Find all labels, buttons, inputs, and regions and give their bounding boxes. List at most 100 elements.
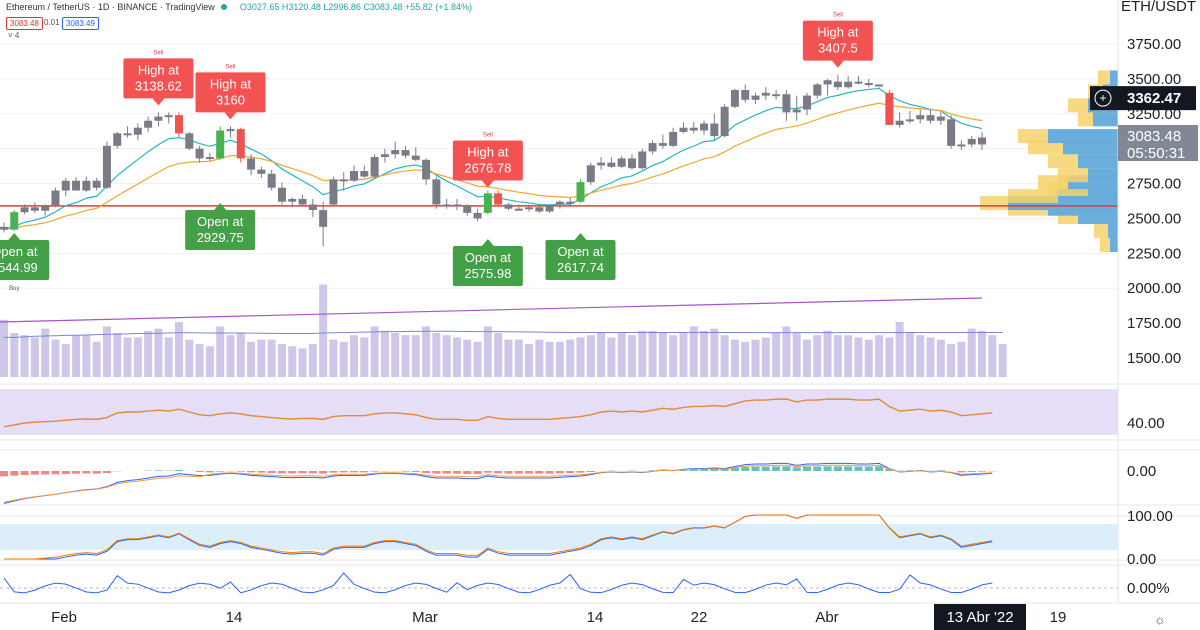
candle-body [566, 201, 575, 204]
volume-bar [597, 333, 606, 377]
candle-body [123, 133, 132, 136]
candle-body [360, 170, 369, 177]
volume-bar [154, 328, 163, 377]
candle-body [617, 158, 626, 167]
interval-label[interactable]: 1D [97, 2, 110, 12]
buy-tag: Buy [9, 286, 19, 292]
volume-bar [72, 335, 81, 377]
macd-histogram-bar [82, 471, 91, 474]
pair-label: ETH/USDT [1121, 0, 1196, 15]
macd-histogram-bar [288, 471, 297, 474]
candle-body [730, 90, 739, 107]
volume-bar [339, 341, 348, 377]
macd-histogram-bar [175, 470, 184, 471]
volume-bar [483, 326, 492, 377]
plus-icon: + [1099, 91, 1106, 105]
sell-signal-box [802, 20, 873, 61]
candle-body [607, 162, 616, 167]
sell-signal-pointer [152, 98, 165, 106]
macd-histogram-bar [20, 471, 29, 475]
volume-bar [514, 339, 523, 377]
volume-bar [823, 330, 832, 377]
macd-histogram-bar [442, 471, 451, 474]
macd-line [3, 462, 993, 504]
candle-body [679, 127, 688, 132]
volume-bar [20, 335, 29, 377]
volume-profile-bar-blue [1093, 112, 1118, 127]
volume-bar [967, 328, 976, 377]
candle-body [545, 205, 554, 212]
volume-bar [926, 337, 935, 377]
volume-bar [144, 330, 153, 377]
y-tick-label: 2250.00 [1127, 245, 1181, 262]
y-tick-label: 1500.00 [1127, 350, 1181, 367]
volume-profile-bar-blue [1048, 129, 1118, 144]
macd-histogram-bar [905, 470, 914, 471]
volume-bar [216, 326, 225, 377]
volume-bar [494, 333, 503, 377]
candle-body [463, 205, 472, 213]
sell-price-chip[interactable]: 3083.48 [6, 17, 43, 30]
candle-body [885, 92, 894, 125]
sell-signal-pointer [481, 180, 494, 188]
volume-bar [689, 326, 698, 377]
volume-bar [30, 337, 39, 377]
signal-label: Open at [0, 244, 38, 259]
candle-body [226, 129, 235, 132]
volume-bar [504, 339, 513, 377]
buy-signal-box [0, 240, 50, 280]
candle-body [339, 179, 348, 182]
volume-bar [319, 284, 328, 377]
candle-body [597, 162, 606, 166]
candle-body [947, 119, 956, 146]
candle-body [113, 133, 122, 146]
volume-bar [298, 348, 307, 377]
volume-bar [700, 330, 709, 377]
volume-bar [658, 333, 667, 377]
buy-signal-pointer [8, 233, 21, 240]
macd-histogram-bar [10, 471, 19, 476]
candle-body [0, 226, 8, 230]
signal-label: Open at [465, 250, 512, 265]
macd-histogram-bar [772, 466, 781, 471]
candle-body [648, 143, 657, 152]
y-tick-label: 2750.00 [1127, 176, 1181, 193]
volume-bar [916, 335, 925, 377]
volume-bar [905, 333, 914, 377]
volume-bar [360, 337, 369, 377]
macd-histogram-bar [432, 471, 441, 474]
candle-body [61, 180, 70, 191]
candle-body [298, 198, 307, 205]
candle-body [741, 90, 750, 100]
signal-label: High at [138, 62, 180, 77]
settings-icon: ☼ [1154, 612, 1166, 627]
macd-histogram-bar [298, 471, 307, 474]
candle-body [751, 95, 760, 100]
macd-histogram-bar [319, 471, 328, 474]
macd-histogram-bar [72, 471, 81, 474]
volume-bar [998, 344, 1007, 377]
macd-histogram-bar [452, 471, 461, 474]
volume-bar [370, 326, 379, 377]
signal-label: High at [467, 145, 509, 160]
buy-price-chip[interactable]: 3083.49 [62, 17, 99, 30]
volume-bar [164, 337, 173, 377]
symbol-name[interactable]: Ethereum / TetherUS [6, 2, 90, 12]
macd-histogram-bar [401, 471, 410, 472]
macd-histogram-bar [854, 466, 863, 471]
signal-label: Open at [557, 244, 604, 259]
volume-bar [875, 335, 884, 377]
sell-signal-box [195, 72, 266, 113]
macd-histogram-bar [813, 466, 822, 471]
candle-body [350, 170, 359, 181]
candle-body [761, 92, 770, 96]
macd-histogram-bar [833, 466, 842, 471]
candle-body [658, 143, 667, 146]
volume-bar [988, 335, 997, 377]
signal-label: High at [210, 76, 252, 91]
macd-histogram-bar [41, 471, 50, 475]
macd-histogram-bar [545, 471, 554, 474]
volume-bar [730, 339, 739, 377]
collapse-toggle[interactable]: ˅ 4 [8, 31, 20, 40]
